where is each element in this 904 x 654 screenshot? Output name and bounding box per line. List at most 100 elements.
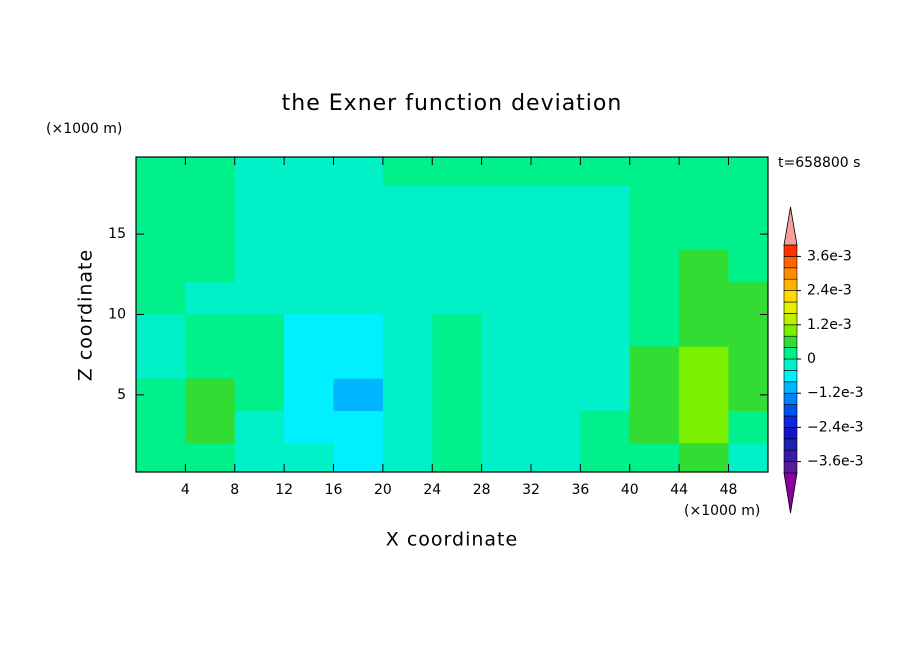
field-cell: [382, 157, 433, 187]
field-cell: [382, 250, 433, 283]
colorbar-label: −1.2e-3: [807, 385, 864, 401]
field-cell: [185, 314, 236, 348]
field-cell: [284, 157, 334, 187]
y-tick-label: 10: [108, 307, 126, 323]
field-cell: [333, 282, 384, 315]
field-cell: [531, 410, 581, 444]
field-cell: [629, 378, 680, 412]
colorbar-under: [783, 472, 798, 514]
field-cell: [531, 378, 581, 412]
field-cell: [136, 346, 186, 380]
field-cell: [531, 314, 581, 348]
field-cell: [629, 157, 680, 187]
colorbar-box: [783, 415, 798, 428]
field-cell: [728, 314, 768, 348]
field-cell: [333, 250, 384, 283]
x-tick-label: 48: [720, 482, 738, 498]
field-cell: [284, 314, 334, 348]
field-cell: [185, 443, 236, 472]
field-cell: [432, 157, 483, 187]
field-cell: [234, 282, 285, 315]
field-cell: [284, 218, 334, 251]
field-cell: [531, 346, 581, 380]
field-cell: [333, 443, 384, 472]
field-cell: [580, 378, 631, 412]
field-cell: [234, 346, 285, 380]
colorbar-box: [783, 290, 798, 303]
field-cell: [580, 218, 631, 251]
field-cell: [629, 185, 680, 219]
field-cell: [728, 250, 768, 283]
field-cell: [333, 314, 384, 348]
field-cell: [679, 443, 729, 472]
time-label: t=658800 s: [778, 155, 860, 171]
field-cell: [432, 250, 483, 283]
field-cell: [531, 218, 581, 251]
field-cell: [382, 346, 433, 380]
colorbar-label: 2.4e-3: [807, 283, 852, 299]
field-cell: [185, 185, 236, 219]
field-cell: [728, 185, 768, 219]
field-cell: [136, 314, 186, 348]
field-cell: [728, 378, 768, 412]
field-cell: [136, 157, 186, 187]
field-cell: [481, 185, 532, 219]
field-cell: [679, 282, 729, 315]
field-cell: [136, 378, 186, 412]
field-cell: [580, 314, 631, 348]
field-cell: [185, 250, 236, 283]
field-cell: [382, 378, 433, 412]
colorbar-box: [783, 313, 798, 326]
x-tick-label: 16: [325, 482, 343, 498]
colorbar-box: [783, 449, 798, 462]
colorbar-box: [783, 381, 798, 394]
field-cell: [333, 346, 384, 380]
field-cell: [728, 346, 768, 380]
field-cell: [481, 250, 532, 283]
field-cell: [185, 346, 236, 380]
colorbar-box: [783, 256, 798, 269]
field-cell: [481, 157, 532, 187]
field-cell: [679, 218, 729, 251]
colorbar-label: −3.6e-3: [807, 454, 864, 470]
chart-title: the Exner function deviation: [282, 91, 623, 116]
colorbar-box: [783, 358, 798, 371]
field-cell: [185, 282, 236, 315]
field-cell: [185, 218, 236, 251]
field-cell: [382, 443, 433, 472]
field-cell: [333, 185, 384, 219]
field-cell: [284, 378, 334, 412]
x-tick-label: 20: [374, 482, 392, 498]
colorbar-label: 0: [807, 351, 816, 367]
field-cell: [629, 410, 680, 444]
field-cell: [185, 157, 236, 187]
field-cell: [234, 378, 285, 412]
field-cell: [136, 282, 186, 315]
field-cell: [629, 314, 680, 348]
field-cell: [234, 185, 285, 219]
x-tick-label: 36: [571, 482, 589, 498]
field-cell: [481, 410, 532, 444]
field-cell: [382, 282, 433, 315]
colorbar-box: [783, 427, 798, 440]
colorbar-box: [783, 324, 798, 337]
field-cell: [679, 378, 729, 412]
colorbar-label: 3.6e-3: [807, 248, 852, 264]
field-cell: [481, 314, 532, 348]
field-cell: [580, 443, 631, 472]
field-cell: [531, 443, 581, 472]
field-cell: [234, 157, 285, 187]
y-tick-label: 15: [108, 226, 126, 242]
field-cell: [580, 346, 631, 380]
field-cell: [432, 378, 483, 412]
field-cell: [728, 282, 768, 315]
colorbar-box: [783, 278, 798, 291]
field-cell: [333, 218, 384, 251]
colorbar-box: [783, 370, 798, 383]
field-cell: [234, 410, 285, 444]
field-cell: [629, 250, 680, 283]
field-cell: [728, 410, 768, 444]
colorbar-box: [783, 438, 798, 451]
field-cell: [382, 185, 433, 219]
y-axis-label: Z coordinate: [75, 249, 97, 381]
